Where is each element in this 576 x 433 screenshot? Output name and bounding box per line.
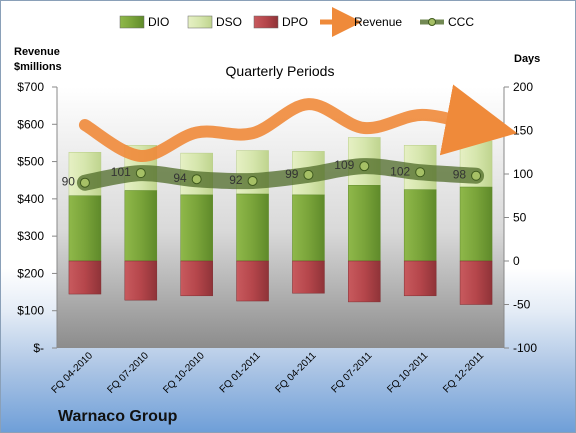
ccc-data-label: 94 bbox=[173, 171, 187, 185]
dio-bar bbox=[124, 190, 158, 262]
dpo-bar bbox=[459, 260, 493, 305]
legend-label: DPO bbox=[282, 15, 308, 29]
dpo-bar bbox=[236, 260, 269, 302]
ccc-point bbox=[415, 167, 426, 178]
legend-label: DIO bbox=[148, 15, 169, 29]
left-axis-title-line2: $millions bbox=[14, 61, 62, 73]
legend-dso-swatch bbox=[187, 15, 213, 29]
ccc-point bbox=[303, 169, 314, 180]
revenue-series bbox=[78, 84, 518, 162]
dio-bar bbox=[403, 189, 437, 262]
x-axis-ticks: FQ 04-2010 FQ 07-2010 FQ 10-2010 FQ 01-2011… bbox=[50, 350, 487, 396]
ccc-series: 90 101 94 92 99 109 102 98 bbox=[62, 158, 485, 191]
plot-area bbox=[57, 87, 504, 348]
ccc-data-label: 90 bbox=[62, 175, 76, 189]
x-tick-label: FQ 10-2011 bbox=[385, 350, 430, 395]
left-tick-label: $500 bbox=[17, 155, 44, 169]
x-tick-label: FQ 04-2011 bbox=[274, 350, 319, 395]
dpo-bar bbox=[403, 260, 437, 297]
legend-dio-swatch bbox=[119, 15, 145, 29]
dio-bar bbox=[68, 195, 102, 262]
ccc-point bbox=[79, 177, 90, 188]
legend-dpo-swatch bbox=[253, 15, 279, 29]
company-name: Warnaco Group bbox=[58, 408, 178, 425]
legend-label: DSO bbox=[216, 15, 242, 29]
dpo-bar bbox=[348, 260, 381, 303]
ccc-point bbox=[135, 168, 146, 179]
left-tick-label: $600 bbox=[17, 117, 44, 131]
left-tick-label: $700 bbox=[17, 80, 44, 94]
left-tick-label: $300 bbox=[17, 229, 44, 243]
legend-label: CCC bbox=[448, 15, 474, 29]
left-tick-label: $- bbox=[33, 341, 44, 355]
legend: DIO DSO DPO Revenue CCC bbox=[119, 7, 474, 37]
ccc-point bbox=[359, 161, 370, 172]
x-tick-label: FQ 10-2010 bbox=[161, 350, 207, 396]
right-axis-title: Days bbox=[514, 53, 540, 65]
ccc-data-label: 101 bbox=[111, 165, 131, 179]
left-axis-title-line1: Revenue bbox=[14, 46, 60, 58]
dio-bar bbox=[292, 194, 325, 262]
dpo-bar bbox=[180, 260, 213, 297]
x-tick-label: FQ 07-2011 bbox=[329, 350, 374, 395]
right-tick-label: 50 bbox=[513, 211, 527, 225]
right-tick-label: -100 bbox=[513, 341, 537, 355]
ccc-data-label: 99 bbox=[285, 167, 299, 181]
dpo-bar bbox=[124, 260, 158, 301]
x-tick-label: FQ 01-2011 bbox=[218, 350, 263, 395]
legend-ccc-marker bbox=[428, 18, 436, 26]
right-tick-label: -50 bbox=[513, 298, 531, 312]
x-tick-label: FQ 07-2010 bbox=[105, 350, 151, 396]
x-tick-label: FQ 12-2011 bbox=[441, 350, 486, 395]
dio-bar bbox=[348, 185, 381, 262]
ccc-data-label: 109 bbox=[334, 158, 354, 172]
ccc-data-label: 98 bbox=[453, 168, 467, 182]
left-tick-label: $400 bbox=[17, 192, 44, 206]
ccc-point bbox=[191, 174, 202, 185]
dio-bar bbox=[236, 193, 269, 262]
right-tick-label: 200 bbox=[513, 80, 533, 94]
right-tick-label: 100 bbox=[513, 167, 533, 181]
revenue-line bbox=[78, 84, 518, 162]
dio-bar bbox=[180, 194, 213, 262]
ccc-point bbox=[471, 170, 482, 181]
left-tick-label: $200 bbox=[17, 266, 44, 280]
legend-label: Revenue bbox=[354, 15, 402, 29]
x-tick-label: FQ 04-2010 bbox=[50, 350, 96, 396]
dpo-bar bbox=[68, 260, 102, 295]
right-tick-label: 0 bbox=[513, 254, 520, 268]
chart-title: Quarterly Periods bbox=[226, 63, 335, 79]
right-axis-ticks: -100 -50 0 50 100 150 200 bbox=[503, 80, 537, 355]
ccc-data-label: 92 bbox=[229, 173, 243, 187]
dpo-bar bbox=[292, 260, 325, 294]
dio-bar bbox=[459, 186, 493, 262]
right-tick-label: 150 bbox=[513, 124, 533, 138]
ccc-point bbox=[247, 175, 258, 186]
left-tick-label: $100 bbox=[17, 304, 44, 318]
left-axis-ticks: $- $100 $200 $300 $400 $500 $600 $700 bbox=[17, 80, 58, 355]
ccc-data-label: 102 bbox=[390, 164, 410, 178]
